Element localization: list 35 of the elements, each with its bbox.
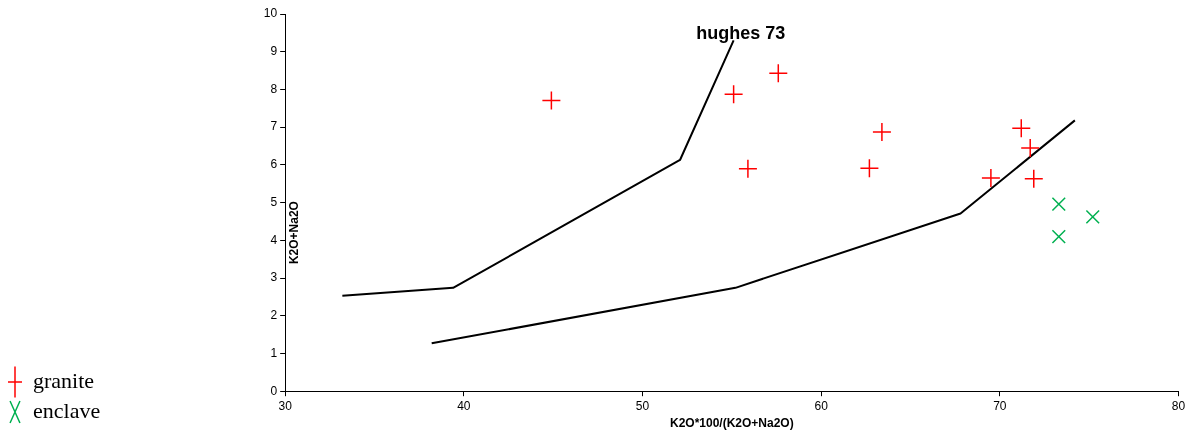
point [1085,209,1100,225]
x-tick-label: 60 [814,398,829,413]
point [859,158,880,179]
y-axis-title: K2O+Na2O [287,201,302,265]
point [1024,169,1044,189]
legend-label: granite [33,367,95,393]
y-tick-label: 5 [270,194,278,209]
y-tick-label: 0 [270,383,278,398]
x-tick-label: 80 [1171,398,1186,413]
y-tick-label: 9 [270,44,278,59]
y-tick-label: 6 [270,157,278,172]
x-axis-title: K2O*100/(K2O+Na2O) [669,416,794,431]
point [738,158,758,179]
y-tick-label: 1 [270,345,278,360]
point [1020,138,1040,158]
x-tick-label: 30 [278,398,293,413]
y-tick-label: 10 [263,6,278,21]
point [723,84,744,105]
x-tick-label: 50 [635,398,650,413]
point [1011,118,1032,139]
y-tick-label: 4 [270,232,278,247]
y-tick-label: 3 [270,270,278,285]
legend-label: enclave [33,397,101,423]
point [981,168,1001,188]
point [1051,229,1066,244]
y-tick-label: 2 [270,308,278,323]
y-tick-label: 8 [270,81,278,96]
point [872,122,892,142]
annotation: hughes 73 [696,22,786,43]
y-tick-label: 7 [270,119,278,134]
point [541,90,562,111]
point [1051,197,1066,212]
point [768,63,789,83]
x-tick-label: 70 [993,398,1007,413]
x-tick-label: 40 [457,398,471,413]
